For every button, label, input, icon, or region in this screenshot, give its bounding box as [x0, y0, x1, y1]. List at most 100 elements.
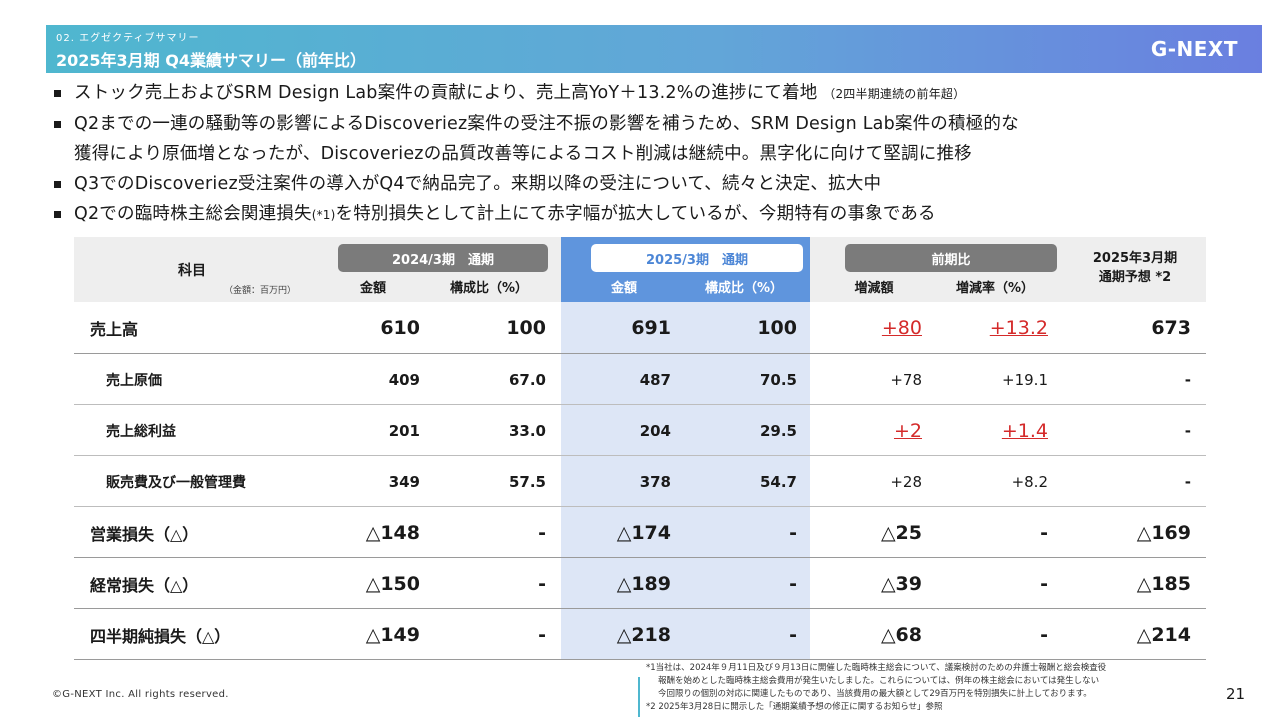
row-divider — [74, 659, 1206, 660]
results-table: 科目 （金額：百万円） 2024/3期 通期 2025/3期 通期 前期比 金額… — [74, 237, 1206, 660]
cell-value: △68 — [880, 623, 922, 646]
summary-bullets: ストック売上およびSRM Design Lab案件の貢献により、売上高YoY＋1… — [52, 78, 1252, 230]
cell-prev-ratio: - — [538, 609, 546, 660]
row-label: 売上高 — [90, 320, 139, 339]
row-label: 経常損失（△） — [90, 575, 199, 595]
bullet-text: Q3でのDiscoveriez受注案件の導入がQ4で納品完了。来期以降の受注につ… — [74, 174, 882, 194]
cell-value: - — [538, 572, 546, 595]
copyright: ©G-NEXT Inc. All rights reserved. — [52, 689, 229, 700]
footnote-line: 報酬を始めとした臨時株主総会費用が発生いたしました。これらについては、例年の株主… — [658, 676, 1100, 686]
bullet-item: Q3でのDiscoveriez受注案件の導入がQ4で納品完了。来期以降の受注につ… — [52, 169, 1252, 199]
cell-value: - — [1040, 521, 1048, 544]
footnote-line: *1当社は、2024年９月11日及び９月13日に開催した臨時株主総会について、議… — [646, 663, 1107, 673]
cell-value: +80 — [881, 317, 922, 339]
cell-curr: 691 — [631, 302, 671, 354]
amount-header: 金額 — [359, 281, 386, 296]
cell-value: △169 — [1136, 521, 1191, 544]
table-row: 売上総利益 201 33.0 204 29.5 +2 +1.4 - — [74, 405, 1206, 456]
bullet-text: を特別損失として計上にて赤字幅が拡大しているが、今期特有の事象である — [335, 204, 936, 224]
cell-prev: △149 — [366, 609, 420, 660]
cell-value: - — [1040, 623, 1048, 646]
diff-pill: 前期比 — [845, 244, 1057, 272]
cell-rate: - — [1040, 507, 1048, 558]
row-divider — [74, 557, 1206, 558]
cell-curr: 378 — [640, 456, 671, 507]
cell-value: - — [1184, 472, 1191, 491]
cell-value: 201 — [388, 421, 420, 440]
cell-value: +78 — [890, 370, 922, 389]
cell-value: +19.1 — [1002, 370, 1048, 389]
cell-diff: +80 — [882, 302, 922, 354]
cell-value: △39 — [880, 572, 922, 595]
cell-value: 29.5 — [759, 421, 797, 440]
cell-value: 54.7 — [759, 472, 797, 491]
forecast-header: 2025年3月期 通期予想 *2 — [1074, 249, 1196, 287]
cell-forecast: - — [1185, 354, 1191, 405]
cell-value: △25 — [880, 521, 922, 544]
cell-value: - — [789, 623, 797, 646]
row-divider — [74, 455, 1206, 456]
cell-value: +1.4 — [1001, 419, 1048, 442]
cell-curr-ratio: 100 — [757, 302, 797, 354]
cell-value: △148 — [365, 521, 420, 544]
cell-value: 67.0 — [508, 370, 546, 389]
cell-value: 349 — [388, 472, 420, 491]
cell-value: - — [1184, 421, 1191, 440]
cell-diff: +28 — [890, 456, 922, 507]
cell-value: 691 — [631, 317, 671, 339]
bullet-square-icon — [54, 181, 61, 188]
cell-forecast: △185 — [1137, 558, 1191, 609]
cell-prev: 201 — [389, 405, 420, 456]
diff-rate-header: 増減率（%） — [955, 281, 1035, 296]
cell-curr: 487 — [640, 354, 671, 405]
bullet-square-icon — [54, 90, 61, 97]
cell-prev: 349 — [389, 456, 420, 507]
bullet-text: Q2での臨時株主総会関連損失 — [74, 204, 312, 224]
row-divider — [74, 608, 1206, 609]
ratio-header: 構成比（%） — [704, 281, 784, 296]
cell-rate: +13.2 — [990, 302, 1048, 354]
cell-forecast: △214 — [1137, 609, 1191, 660]
cell-rate: +19.1 — [1002, 354, 1048, 405]
cell-forecast: △169 — [1137, 507, 1191, 558]
cell-prev: △150 — [366, 558, 420, 609]
row-divider — [74, 353, 1206, 354]
cell-forecast: - — [1185, 405, 1191, 456]
slide-title: 2025年3月期 Q4業績サマリー（前年比） — [56, 51, 366, 70]
footnotes: *1当社は、2024年９月11日及び９月13日に開催した臨時株主総会について、議… — [638, 662, 1107, 717]
bullet-text: Q2までの一連の騒動等の影響によるDiscoveriez案件の受注不振の影響を補… — [74, 114, 1019, 134]
unit-label: （金額：百万円） — [224, 286, 297, 296]
cell-value: +2 — [893, 419, 922, 442]
cell-rate: - — [1040, 558, 1048, 609]
company-logo: G-NEXT — [1150, 37, 1238, 61]
prev-period-pill: 2024/3期 通期 — [338, 244, 548, 272]
cell-diff: △39 — [881, 558, 922, 609]
cell-forecast: - — [1185, 456, 1191, 507]
ratio-header: 構成比（%） — [449, 281, 529, 296]
cell-value: +28 — [890, 472, 922, 491]
cell-curr-ratio: - — [789, 507, 797, 558]
cell-value: 409 — [388, 370, 420, 389]
cell-curr-ratio: - — [789, 609, 797, 660]
cell-diff: △25 — [881, 507, 922, 558]
current-period-column-highlight — [561, 237, 810, 660]
slide-header: 02. エグゼクティブサマリー 2025年3月期 Q4業績サマリー（前年比） G… — [46, 25, 1262, 73]
cell-value: +8.2 — [1011, 472, 1048, 491]
cell-value: - — [789, 521, 797, 544]
cell-value: - — [1184, 370, 1191, 389]
cell-curr-ratio: 29.5 — [760, 405, 797, 456]
row-label: 営業損失（△） — [90, 524, 199, 544]
cell-diff: +2 — [894, 405, 922, 456]
cell-prev-ratio: - — [538, 507, 546, 558]
cell-forecast: 673 — [1151, 302, 1191, 354]
bullet-note: （2四半期連続の前年超） — [823, 87, 966, 101]
cell-value: 378 — [639, 472, 671, 491]
cell-value: 100 — [506, 317, 546, 339]
cell-value: △218 — [616, 623, 671, 646]
cell-value: 57.5 — [508, 472, 546, 491]
row-divider — [74, 404, 1206, 405]
row-label: 販売費及び一般管理費 — [106, 474, 246, 491]
cell-value: △174 — [616, 521, 671, 544]
cell-value: △149 — [365, 623, 420, 646]
table-row: 営業損失（△） △148 - △174 - △25 - △169 — [74, 507, 1206, 558]
